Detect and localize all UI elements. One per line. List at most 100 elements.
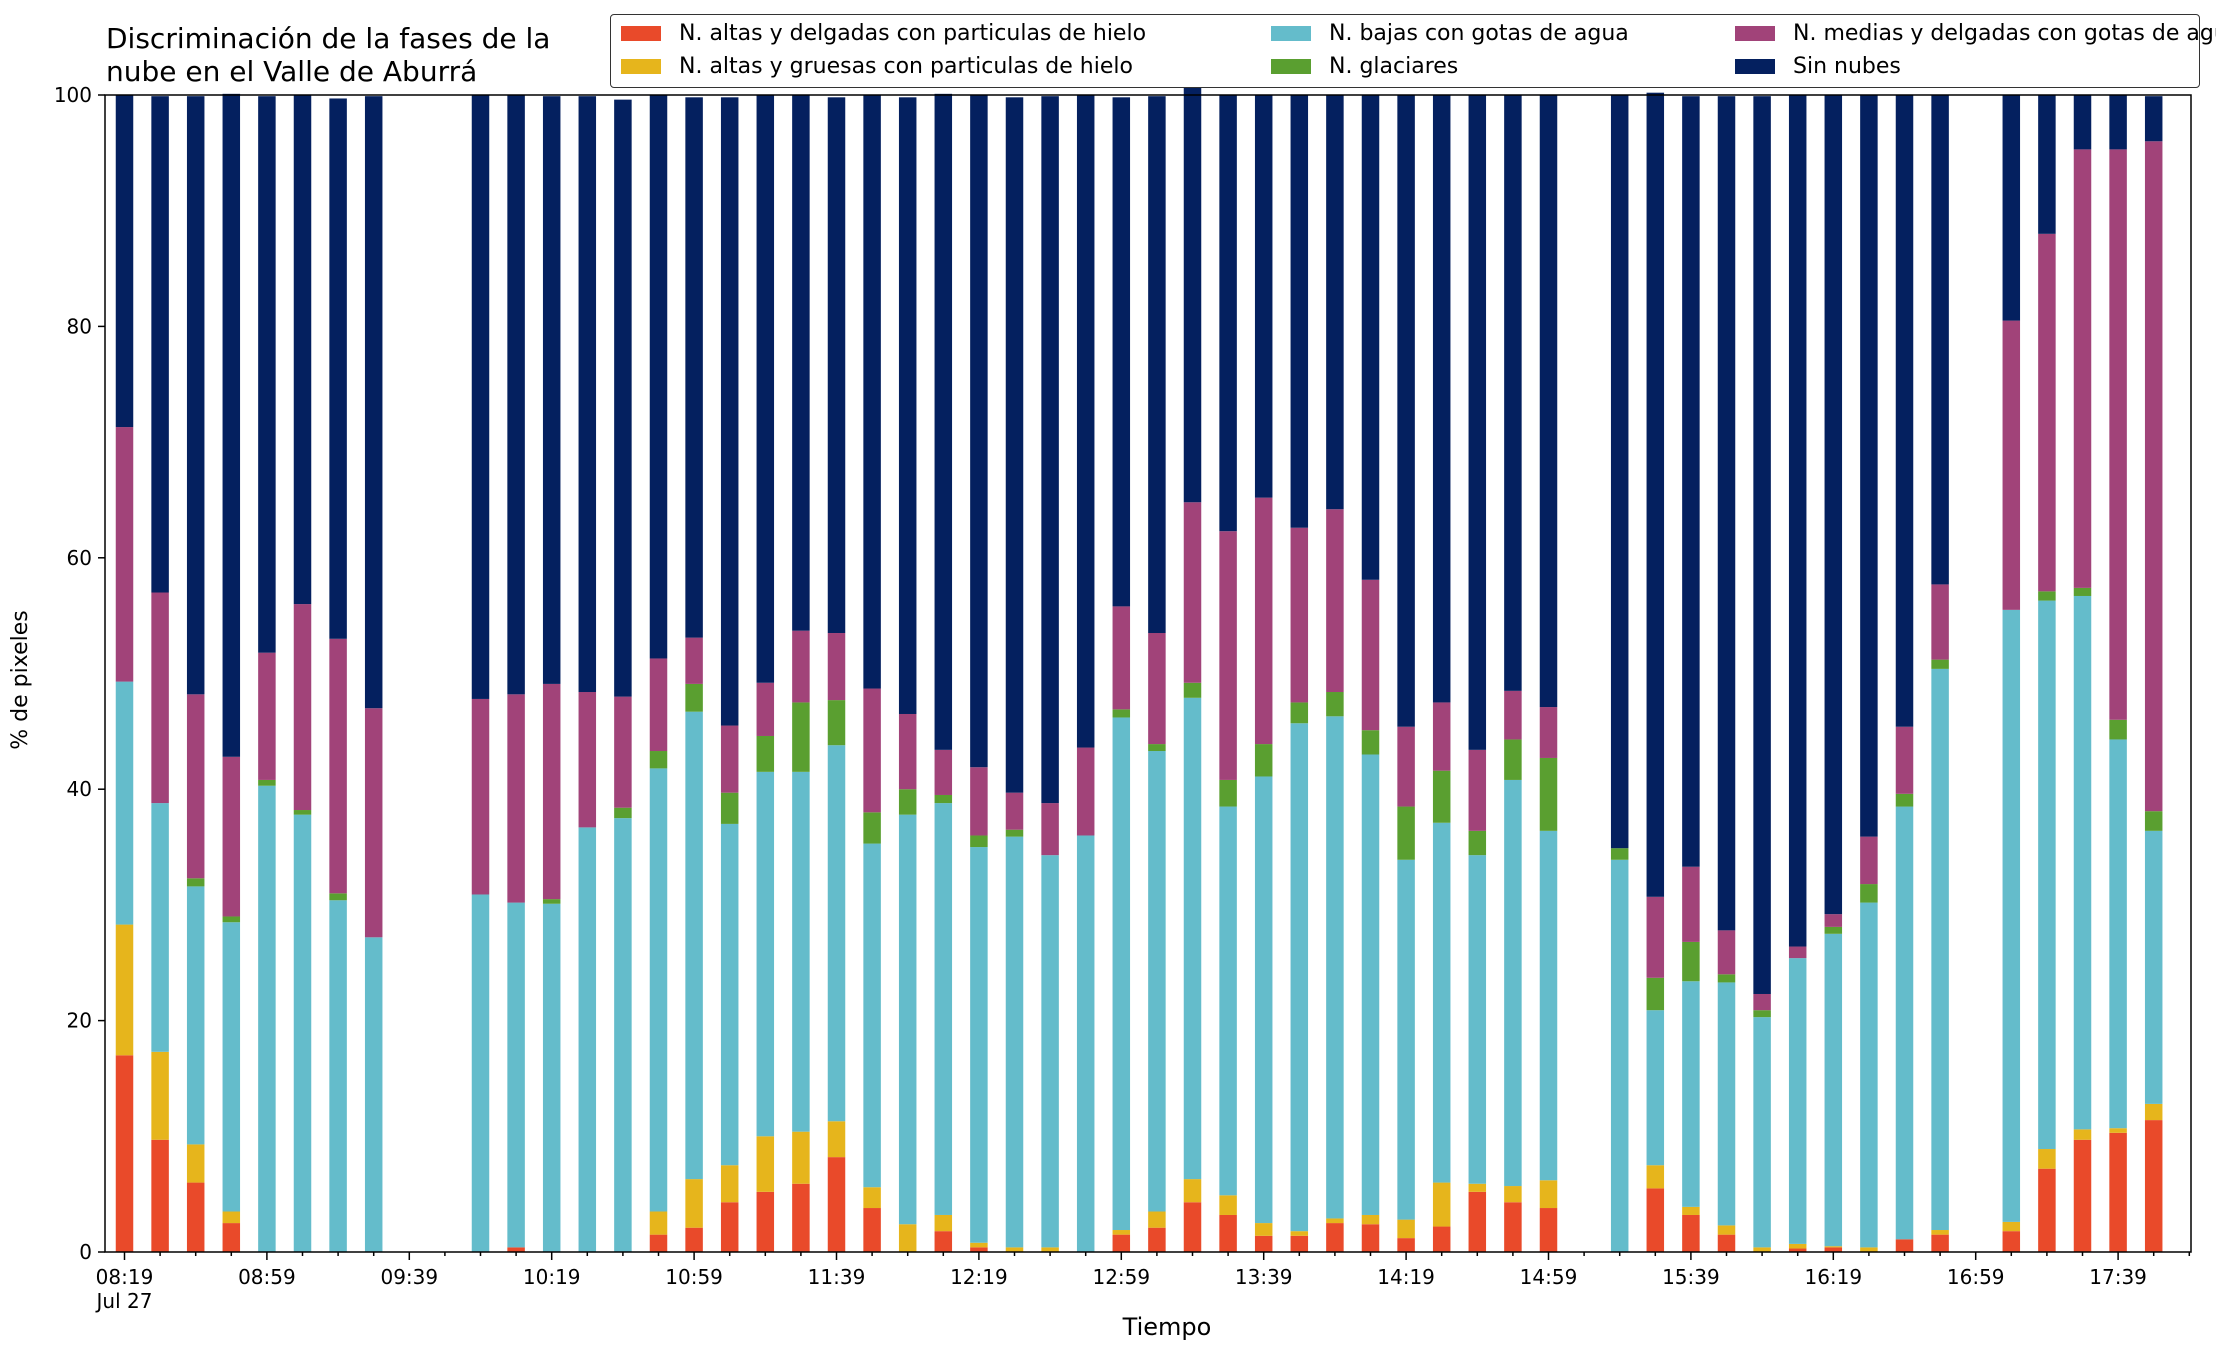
- x-tick-label: 10:59: [665, 1265, 723, 1289]
- bar-segment-0-32: [1254, 1235, 1273, 1252]
- bar-segment-1-55: [2073, 1129, 2092, 1140]
- bar-segment-4-11: [507, 694, 525, 903]
- bar-segment-5-1: [151, 96, 169, 593]
- bar-segment-0-2: [186, 1182, 205, 1252]
- bar-segment-4-16: [685, 637, 703, 684]
- bar-segment-0-11: [507, 1247, 525, 1252]
- bar-segment-4-33: [1290, 527, 1309, 703]
- legend-swatch: [1271, 59, 1311, 74]
- legend-label: N. altas y gruesas con particulas de hie…: [679, 54, 1133, 79]
- bar-segment-1-25: [1005, 1247, 1024, 1252]
- bar-segment-2-22: [898, 814, 917, 1225]
- bar-segment-0-0: [115, 1055, 134, 1252]
- bar-segment-1-56: [2109, 1128, 2127, 1133]
- bar-segment-4-25: [1005, 792, 1024, 830]
- bar-segment-5-28: [1112, 97, 1131, 607]
- bar-segment-2-12: [542, 903, 561, 1252]
- bar-segment-2-17: [720, 823, 739, 1166]
- bar-segment-1-29: [1148, 1211, 1166, 1228]
- bar-segment-5-51: [1931, 95, 1949, 585]
- bar-segment-5-38: [1468, 95, 1487, 750]
- bar-segment-1-43: [1646, 1165, 1665, 1189]
- bar-segment-2-42: [1610, 859, 1629, 1252]
- bar-segment-1-32: [1254, 1223, 1273, 1236]
- bar-segment-2-13: [578, 827, 597, 1252]
- x-tick-label: 14:59: [1520, 1265, 1578, 1289]
- bar-segment-3-12: [542, 899, 561, 904]
- bar-segment-0-21: [863, 1208, 881, 1252]
- bar-segment-0-35: [1361, 1224, 1380, 1252]
- legend-label: N. bajas con gotas de agua: [1329, 21, 1629, 46]
- bar-segment-3-28: [1112, 709, 1131, 718]
- bar-segment-5-40: [1539, 95, 1558, 708]
- x-tick-label: 16:19: [1804, 1265, 1862, 1289]
- bar-segment-0-55: [2073, 1139, 2092, 1252]
- bar-segment-5-47: [1788, 95, 1807, 947]
- bar-segment-3-32: [1254, 744, 1273, 777]
- y-tick-label: 20: [67, 1009, 92, 1033]
- bar-segment-2-44: [1682, 981, 1700, 1207]
- bar-segment-0-48: [1824, 1247, 1843, 1252]
- bar-segment-5-44: [1682, 96, 1700, 867]
- bar-segment-3-25: [1005, 829, 1024, 837]
- bar-segment-3-43: [1646, 977, 1665, 1011]
- bar-segment-1-40: [1539, 1180, 1558, 1209]
- bar-segment-3-30: [1183, 682, 1202, 698]
- x-tick-label: 10:19: [523, 1265, 581, 1289]
- bar-segment-3-18: [756, 735, 775, 772]
- bar-segment-5-32: [1254, 95, 1273, 498]
- bar-segment-1-31: [1219, 1195, 1237, 1215]
- bar-segment-2-35: [1361, 754, 1380, 1215]
- bar-segment-2-33: [1290, 723, 1309, 1232]
- bar-segment-4-55: [2073, 149, 2092, 588]
- bar-segment-4-6: [329, 638, 347, 894]
- legend-swatch: [1735, 59, 1775, 74]
- bar-segment-2-4: [258, 785, 276, 1252]
- bar-segment-4-17: [720, 725, 739, 793]
- bar-segment-1-17: [720, 1165, 739, 1203]
- bar-segment-1-3: [222, 1211, 241, 1224]
- bar-segment-5-15: [649, 95, 668, 659]
- bar-segment-2-47: [1788, 958, 1807, 1244]
- bar-segment-3-3: [222, 916, 241, 923]
- bar-segment-2-5: [293, 814, 312, 1252]
- x-tick-label: 17:39: [2089, 1265, 2147, 1289]
- bar-segment-4-26: [1041, 803, 1059, 856]
- bar-segment-0-54: [2038, 1168, 2056, 1252]
- bar-segment-3-6: [329, 893, 347, 901]
- bar-segment-3-31: [1219, 779, 1237, 807]
- legend-swatch: [1271, 26, 1311, 41]
- bar-segment-3-34: [1326, 692, 1344, 717]
- bar-segment-1-44: [1682, 1206, 1700, 1215]
- legend-label: Sin nubes: [1793, 54, 1901, 79]
- bar-segment-5-29: [1148, 96, 1166, 634]
- bar-segment-2-40: [1539, 830, 1558, 1181]
- bar-segment-5-23: [934, 93, 953, 750]
- bar-segment-4-24: [970, 767, 988, 836]
- bar-segment-0-15: [649, 1234, 668, 1252]
- legend-item: N. altas y delgadas con particulas de hi…: [621, 21, 1146, 46]
- bar-segment-4-1: [151, 592, 169, 804]
- bar-segment-4-38: [1468, 749, 1487, 831]
- bar-segment-4-18: [756, 682, 775, 736]
- bar-segment-1-30: [1183, 1179, 1202, 1203]
- bar-segment-1-53: [2002, 1221, 2021, 1232]
- bar-segment-3-54: [2038, 591, 2056, 601]
- bar-segment-2-3: [222, 922, 241, 1212]
- bar-segment-4-57: [2144, 141, 2163, 812]
- bar-segment-5-33: [1290, 95, 1309, 528]
- bar-segment-1-46: [1753, 1247, 1771, 1252]
- bar-segment-5-48: [1824, 95, 1843, 915]
- bar-segment-3-44: [1682, 941, 1700, 982]
- bar-segment-5-39: [1504, 95, 1522, 691]
- bar-segment-2-0: [115, 681, 134, 925]
- bar-segment-4-7: [364, 708, 383, 938]
- bar-segment-2-24: [970, 847, 988, 1243]
- bar-segment-5-36: [1397, 95, 1415, 727]
- bar-segment-4-56: [2109, 149, 2127, 720]
- bar-segment-5-13: [578, 96, 597, 693]
- bar-segment-2-27: [1076, 835, 1095, 1252]
- bar-segment-3-16: [685, 683, 703, 712]
- bar-segment-1-37: [1432, 1182, 1451, 1227]
